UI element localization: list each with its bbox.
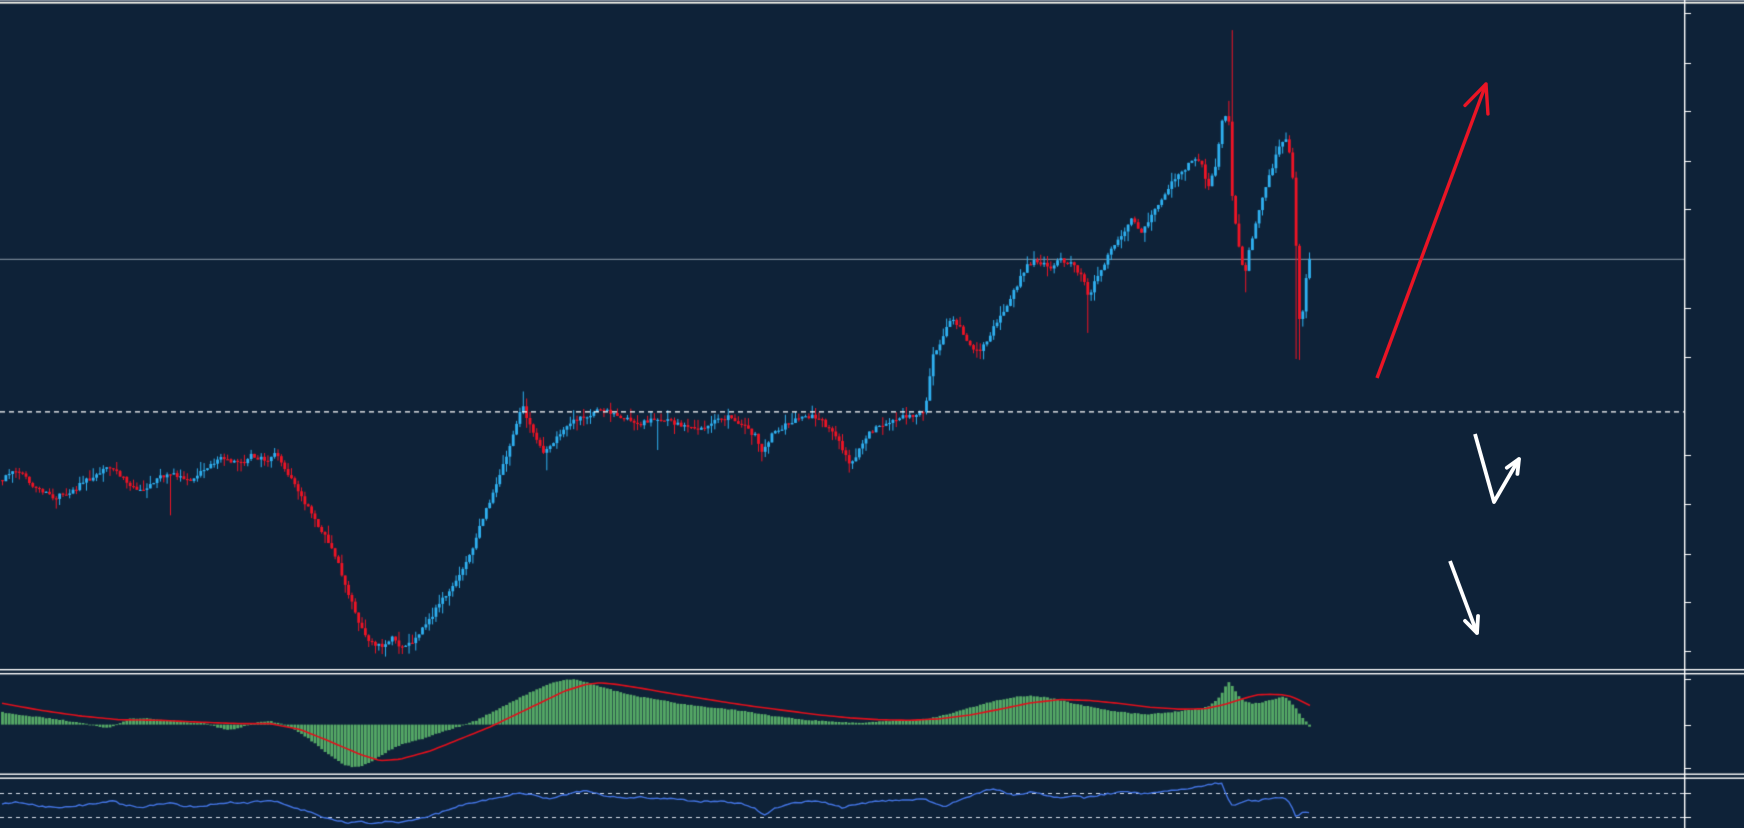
price-chart-canvas[interactable] [0,0,1744,828]
trading-chart-window: USDJPY H4 Chart 158.00 - 160.00 152.80-9… [0,0,1744,828]
